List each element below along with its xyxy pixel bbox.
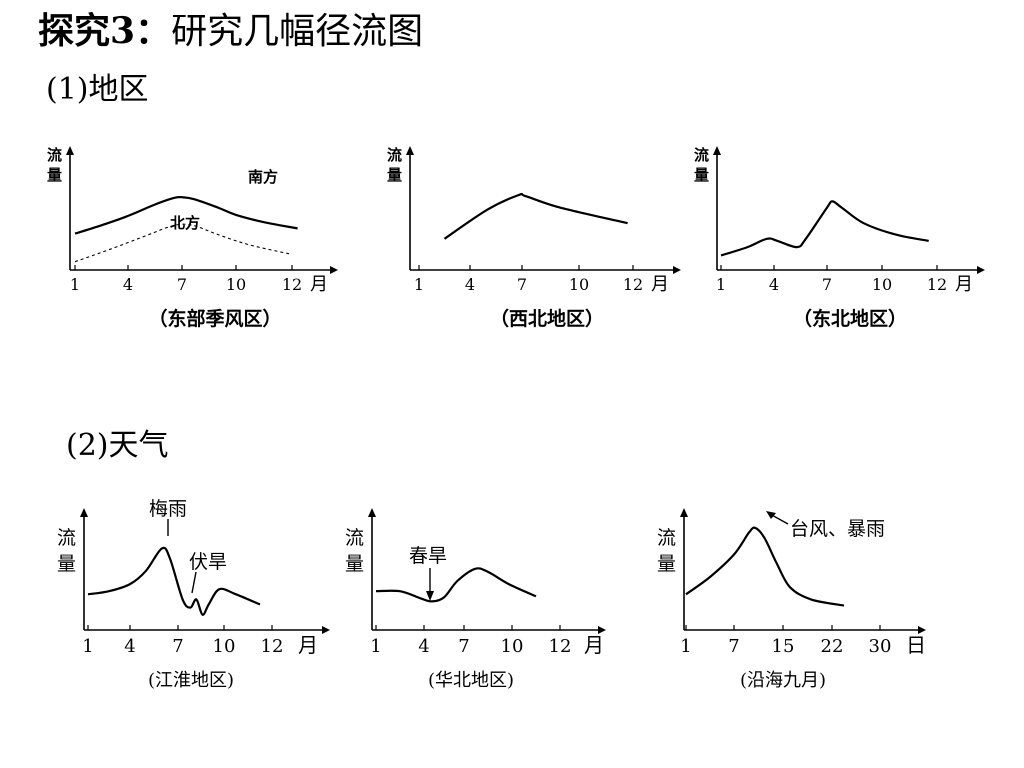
title-text: 研究几幅径流图 [171,11,424,52]
x-axis-arrow [673,266,681,274]
x-tick-label: 4 [769,275,779,294]
chart-north-china: 流量 1 4 7 10 12 月 (华北地区) 春旱 [345,508,606,691]
x-axis-arrow [918,626,926,634]
x-tick-label: 4 [124,636,135,657]
x-tick-label: 12 [927,275,947,294]
x-axis-unit: 日 [906,633,926,657]
chart-caption: （东北地区） [793,307,907,330]
y-axis-label-char: 流 [387,146,402,164]
y-axis-label-char: 流 [694,146,709,164]
x-axis-unit: 月 [584,633,604,657]
x-axis-unit: 月 [298,633,318,657]
chart-caption: (江淮地区) [148,670,234,691]
series-line-north [74,223,293,263]
chart-northwest: 流量 1 4 7 10 12 月 （西北地区） [387,146,681,330]
x-tick-label: 30 [869,636,892,657]
y-axis-label-char: 量 [345,553,364,575]
chart-caption: （西北地区） [490,307,604,330]
y-axis-label-char: 量 [657,553,676,575]
x-tick-label: 12 [549,636,572,657]
chart-caption: (华北地区) [428,670,514,691]
x-tick-label: 4 [123,275,133,294]
x-tick-label: 10 [226,275,246,294]
series-line [375,567,537,603]
annotation-meiyu: 梅雨 [149,498,187,520]
series-line [443,192,628,240]
y-axis-arrow [680,508,688,517]
series-line-south [74,196,298,235]
x-tick-label: 7 [728,636,739,657]
x-tick-label: 1 [716,275,726,294]
x-axis-unit: 月 [310,274,328,295]
annotation-chunhan: 春旱 [409,545,447,567]
chart-caption: (沿海九月) [740,670,826,691]
section-label-region: (1)地区 [46,72,149,107]
series-label: 南方 [248,168,278,186]
annotation-typhoon: 台风、暴雨 [790,518,885,540]
y-axis-label-char: 量 [387,166,402,184]
annotation-chunhan-arrowhead [426,591,434,601]
y-axis-arrow [406,146,414,155]
y-axis-label-char: 量 [694,166,709,184]
annotation-fuhan-arrow [191,571,197,594]
x-tick-label: 12 [282,275,302,294]
x-axis-arrow [322,626,330,634]
y-axis-arrow [66,146,74,155]
x-tick-label: 22 [821,636,844,657]
x-tick-label: 1 [680,636,691,657]
y-axis-label-char: 流 [657,527,676,549]
y-axis-label-char: 量 [57,553,76,575]
chart-caption: （东部季风区） [148,307,281,330]
x-tick-label: 10 [213,636,236,657]
y-axis-arrow [713,146,721,155]
y-axis-arrow [80,508,88,517]
series-line [720,200,929,257]
series-label: 北方 [170,214,200,232]
annotation-fuhan: 伏旱 [189,551,227,573]
x-tick-label: 10 [872,275,892,294]
x-tick-label: 1 [370,636,381,657]
x-tick-label: 10 [569,275,589,294]
x-tick-label: 12 [261,636,284,657]
y-axis-label-char: 流 [47,146,62,164]
x-axis-arrow [330,266,338,274]
x-tick-label: 7 [458,636,469,657]
page-title: 探究3：研究几幅径流图 [38,6,423,57]
x-tick-label: 7 [517,275,527,294]
annotation-typhoon-arrowhead [766,511,776,519]
x-tick-label: 1 [70,275,80,294]
series-line [87,546,261,616]
x-tick-label: 4 [418,636,429,657]
chart-northeast: 流量 1 4 7 10 12 月 （东北地区） [694,146,985,330]
x-axis-unit: 月 [651,274,669,295]
x-tick-label: 10 [501,636,524,657]
y-axis-arrow [368,508,376,517]
x-axis-arrow [598,626,606,634]
section-label-weather: (2)天气 [66,428,169,463]
x-tick-label: 7 [822,275,832,294]
y-axis-label-char: 量 [47,166,62,184]
series-line [685,526,845,607]
x-tick-label: 1 [82,636,93,657]
y-axis-label-char: 流 [345,527,364,549]
x-tick-label: 15 [772,636,795,657]
x-tick-label: 7 [177,275,187,294]
x-axis-arrow [977,266,985,274]
chart-coastal-september: 流量 1 7 15 22 30 日 (沿海九月) 台风、暴雨 [657,508,926,691]
x-tick-label: 12 [623,275,643,294]
x-tick-label: 1 [414,275,424,294]
title-prefix: 探究3： [38,10,172,52]
x-axis-unit: 月 [955,274,973,295]
x-tick-label: 4 [465,275,475,294]
y-axis-label-char: 流 [57,527,76,549]
x-tick-label: 7 [172,636,183,657]
